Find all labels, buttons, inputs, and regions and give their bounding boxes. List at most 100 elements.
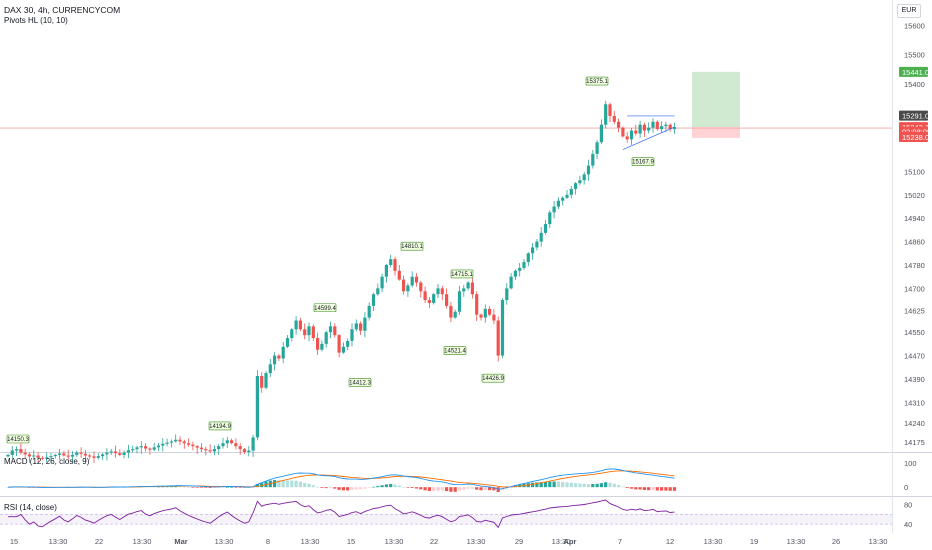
candle [591,153,595,166]
candle [238,446,242,450]
candle [445,294,449,306]
macd-histogram-bar [354,487,358,490]
macd-histogram-bar [320,487,324,488]
candle [118,453,122,455]
candle [488,308,492,315]
price-axis-tick: 14550 [904,328,925,337]
time-axis-tick: 13:30 [869,537,888,546]
candle [10,450,14,455]
macd-histogram-bar [539,482,543,488]
candle [23,452,27,455]
candle [539,232,543,242]
macd-histogram-bar [574,483,578,488]
candle [492,314,496,321]
candle [479,314,483,318]
candle [307,326,311,336]
candle [470,282,474,295]
candle [410,276,414,286]
price-axis: 15600 15500 15400 15100 15020 14940 14860 14780… [904,21,925,529]
candle [475,294,479,315]
candle [6,454,10,457]
price-axis-tick: 14700 [904,284,925,293]
candle [122,452,126,455]
macd-histogram-bar [230,487,234,488]
time-axis-tick: 15 [347,537,355,546]
macd-histogram-bar [548,481,552,488]
macd-histogram-bar [423,487,427,491]
candle [152,447,156,450]
candle [165,442,169,444]
candle [569,189,573,195]
pivot-label-text: 14715.1 [451,272,473,278]
candle [92,456,96,458]
candle [135,447,139,450]
macd-histogram-bar [488,487,492,491]
candle [483,308,487,318]
candle [354,323,358,330]
time-axis-tick: 13:30 [49,537,68,546]
macd-histogram-bar [156,486,161,488]
candle [66,455,70,457]
price-axis-tick: 14625 [904,306,925,315]
macd-line [7,468,675,490]
macd-histogram-bar [290,480,294,488]
macd-histogram-bar [612,483,616,488]
macd-histogram-bar [225,487,229,488]
time-axis-tick: 19 [750,537,758,546]
macd-histogram-bar [376,486,380,488]
macd-histogram-bar [586,484,591,488]
candle [574,183,578,190]
pivot-label-box [208,421,232,431]
candle [88,455,92,457]
candle [174,439,178,442]
price-tag: 15441.0 [899,66,929,77]
candle [496,320,500,356]
price-axis-tick: 14780 [904,261,925,270]
candle [672,127,677,130]
candle [251,437,255,451]
candle [217,446,221,450]
pivot-label-text: 14521.4 [444,349,466,355]
candle [599,124,603,143]
candle [144,446,148,449]
macd-histogram-bar [634,487,638,490]
currency-label[interactable]: EUR [897,4,921,18]
candle [651,121,655,128]
rsi-line [8,499,675,529]
candle [578,180,582,184]
candle [221,443,225,447]
pivot-label: 14426.9 [481,373,505,383]
time-axis-tick: 13:30 [787,537,806,546]
pivot-label-text: 14426.9 [482,376,504,382]
candle [191,444,195,447]
macd-histogram-bar [578,483,582,488]
candle [328,326,333,333]
macd-histogram-bar [285,480,290,488]
candle [45,457,49,459]
macd-legend: MACD (12, 26, close, 9) [4,457,90,466]
price-axis-tick: 14940 [904,214,925,223]
candle [290,329,294,339]
macd-histogram-bar [638,487,642,490]
pivot-label: 15375.1 [585,76,609,86]
price-tag-box [899,66,928,77]
candle [131,449,135,451]
pivot-label-text: 14150.3 [7,437,29,443]
candle [208,450,212,452]
time-axis-tick: 22 [95,537,103,546]
candle [432,294,436,303]
time-axis-tick: 13:30 [385,537,404,546]
pivot-label-text: 14810.1 [401,244,423,250]
rsi-legend: RSI (14, close) [4,503,57,512]
candle [156,445,161,448]
price-tag-text: 15291.0 [902,112,929,121]
macd-histogram-bar [221,487,225,488]
macd-histogram-bar [642,487,646,490]
candle [380,276,384,289]
grid [0,0,932,533]
price-tag-text: 15441.0 [902,68,929,77]
candle [212,449,216,452]
candle [359,323,363,331]
macd-pane [6,468,677,492]
